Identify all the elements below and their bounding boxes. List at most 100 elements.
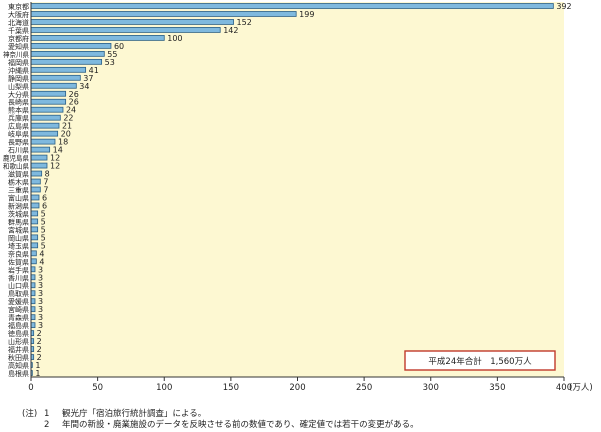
- category-label: 大分県: [8, 90, 29, 99]
- bar: [30, 154, 48, 161]
- category-label: 新潟県: [8, 201, 29, 210]
- bar: [30, 35, 165, 41]
- bar: [30, 322, 36, 329]
- bar: [30, 58, 103, 65]
- bar: [30, 138, 56, 145]
- bar: [30, 82, 77, 89]
- bar: [30, 170, 43, 177]
- bar: [30, 226, 39, 233]
- x-tick-label: 300: [423, 383, 439, 393]
- category-label: 島根県: [8, 369, 29, 378]
- value-label: 3: [38, 265, 43, 274]
- category-label: 鹿児島県: [3, 154, 29, 163]
- value-label: 20: [61, 130, 71, 139]
- value-label: 53: [105, 58, 115, 67]
- bar: [30, 19, 234, 25]
- value-label: 5: [41, 233, 46, 242]
- value-label: 37: [83, 74, 93, 83]
- bar: [30, 98, 67, 105]
- bar: [30, 27, 221, 33]
- category-label: 香川県: [8, 273, 29, 282]
- bar: [30, 146, 51, 153]
- x-tick-label: 350: [489, 383, 505, 393]
- category-label: 奈良県: [8, 249, 29, 258]
- value-label: 24: [66, 106, 76, 115]
- value-label: 3: [38, 273, 43, 282]
- value-label: 5: [41, 241, 46, 250]
- bar: [30, 274, 36, 281]
- value-label: 12: [50, 162, 60, 171]
- category-label: 群馬県: [8, 217, 29, 226]
- value-label: 21: [62, 122, 72, 131]
- value-label: 2: [37, 329, 42, 338]
- value-label: 392: [556, 2, 571, 11]
- value-label: 60: [114, 42, 124, 51]
- bar: [30, 3, 554, 9]
- value-label: 6: [42, 193, 47, 202]
- bar: [30, 130, 59, 137]
- value-label: 1: [35, 369, 40, 378]
- bar: [30, 266, 36, 273]
- category-label: 京都府: [8, 34, 29, 43]
- category-label: 岩手県: [8, 265, 29, 274]
- note-text: 年間の新設・廃業施設のデータを反映させる前の数値であり、確定値では若干の変更があ…: [62, 420, 419, 430]
- note-1: (注) 1 観光庁「宿泊旅行統計調査」による。: [22, 409, 206, 420]
- bar: [30, 258, 37, 265]
- value-label: 3: [38, 305, 43, 314]
- value-label: 199: [299, 10, 314, 19]
- bar: [30, 202, 40, 209]
- category-label: 滋賀県: [8, 170, 29, 179]
- value-label: 3: [38, 297, 43, 306]
- category-label: 富山県: [8, 193, 29, 202]
- bar: [30, 242, 39, 249]
- bar: [30, 50, 105, 57]
- category-label: 山口県: [8, 281, 29, 290]
- category-label: 茨城県: [8, 209, 29, 218]
- value-label: 26: [69, 98, 79, 107]
- value-label: 3: [38, 289, 43, 298]
- bar: [30, 290, 36, 297]
- bar: [30, 74, 81, 81]
- value-label: 14: [53, 146, 63, 155]
- value-label: 26: [69, 90, 79, 99]
- total-annotation: 平成24年合計 1,560万人: [428, 356, 532, 367]
- category-label: 大阪府: [8, 10, 29, 19]
- category-label: 和歌山県: [3, 162, 29, 171]
- bar: [30, 314, 36, 321]
- x-tick-label: 0: [28, 383, 33, 393]
- value-label: 6: [42, 201, 47, 210]
- bar: [30, 306, 36, 313]
- category-label: 長崎県: [8, 98, 29, 107]
- category-label: 徳島県: [8, 329, 29, 338]
- value-label: 2: [37, 353, 42, 362]
- x-axis-unit: (万人): [569, 383, 593, 393]
- plot-area: [31, 2, 564, 377]
- value-label: 3: [38, 321, 43, 330]
- bar: [30, 114, 61, 121]
- bar: [30, 218, 39, 225]
- category-label: 岡山県: [8, 233, 29, 242]
- value-label: 2: [37, 337, 42, 346]
- x-tick-label: 250: [356, 383, 372, 393]
- value-label: 8: [45, 170, 50, 179]
- category-label: 佐賀県: [8, 257, 29, 266]
- category-label: 山梨県: [8, 82, 29, 91]
- value-label: 152: [237, 18, 252, 27]
- bar: [30, 162, 48, 169]
- value-label: 18: [58, 138, 68, 147]
- category-label: 千葉県: [8, 26, 29, 35]
- category-label: 山形県: [8, 337, 29, 346]
- category-label: 熊本県: [8, 106, 29, 115]
- category-label: 広島県: [8, 122, 29, 131]
- value-label: 5: [41, 225, 46, 234]
- bar: [30, 234, 39, 241]
- value-label: 12: [50, 154, 60, 163]
- category-label: 愛媛県: [8, 297, 29, 306]
- value-label: 22: [63, 114, 73, 123]
- value-label: 7: [43, 186, 48, 195]
- value-label: 3: [38, 281, 43, 290]
- category-label: 三重県: [8, 187, 29, 195]
- bar: [30, 250, 37, 257]
- bar: [30, 210, 39, 217]
